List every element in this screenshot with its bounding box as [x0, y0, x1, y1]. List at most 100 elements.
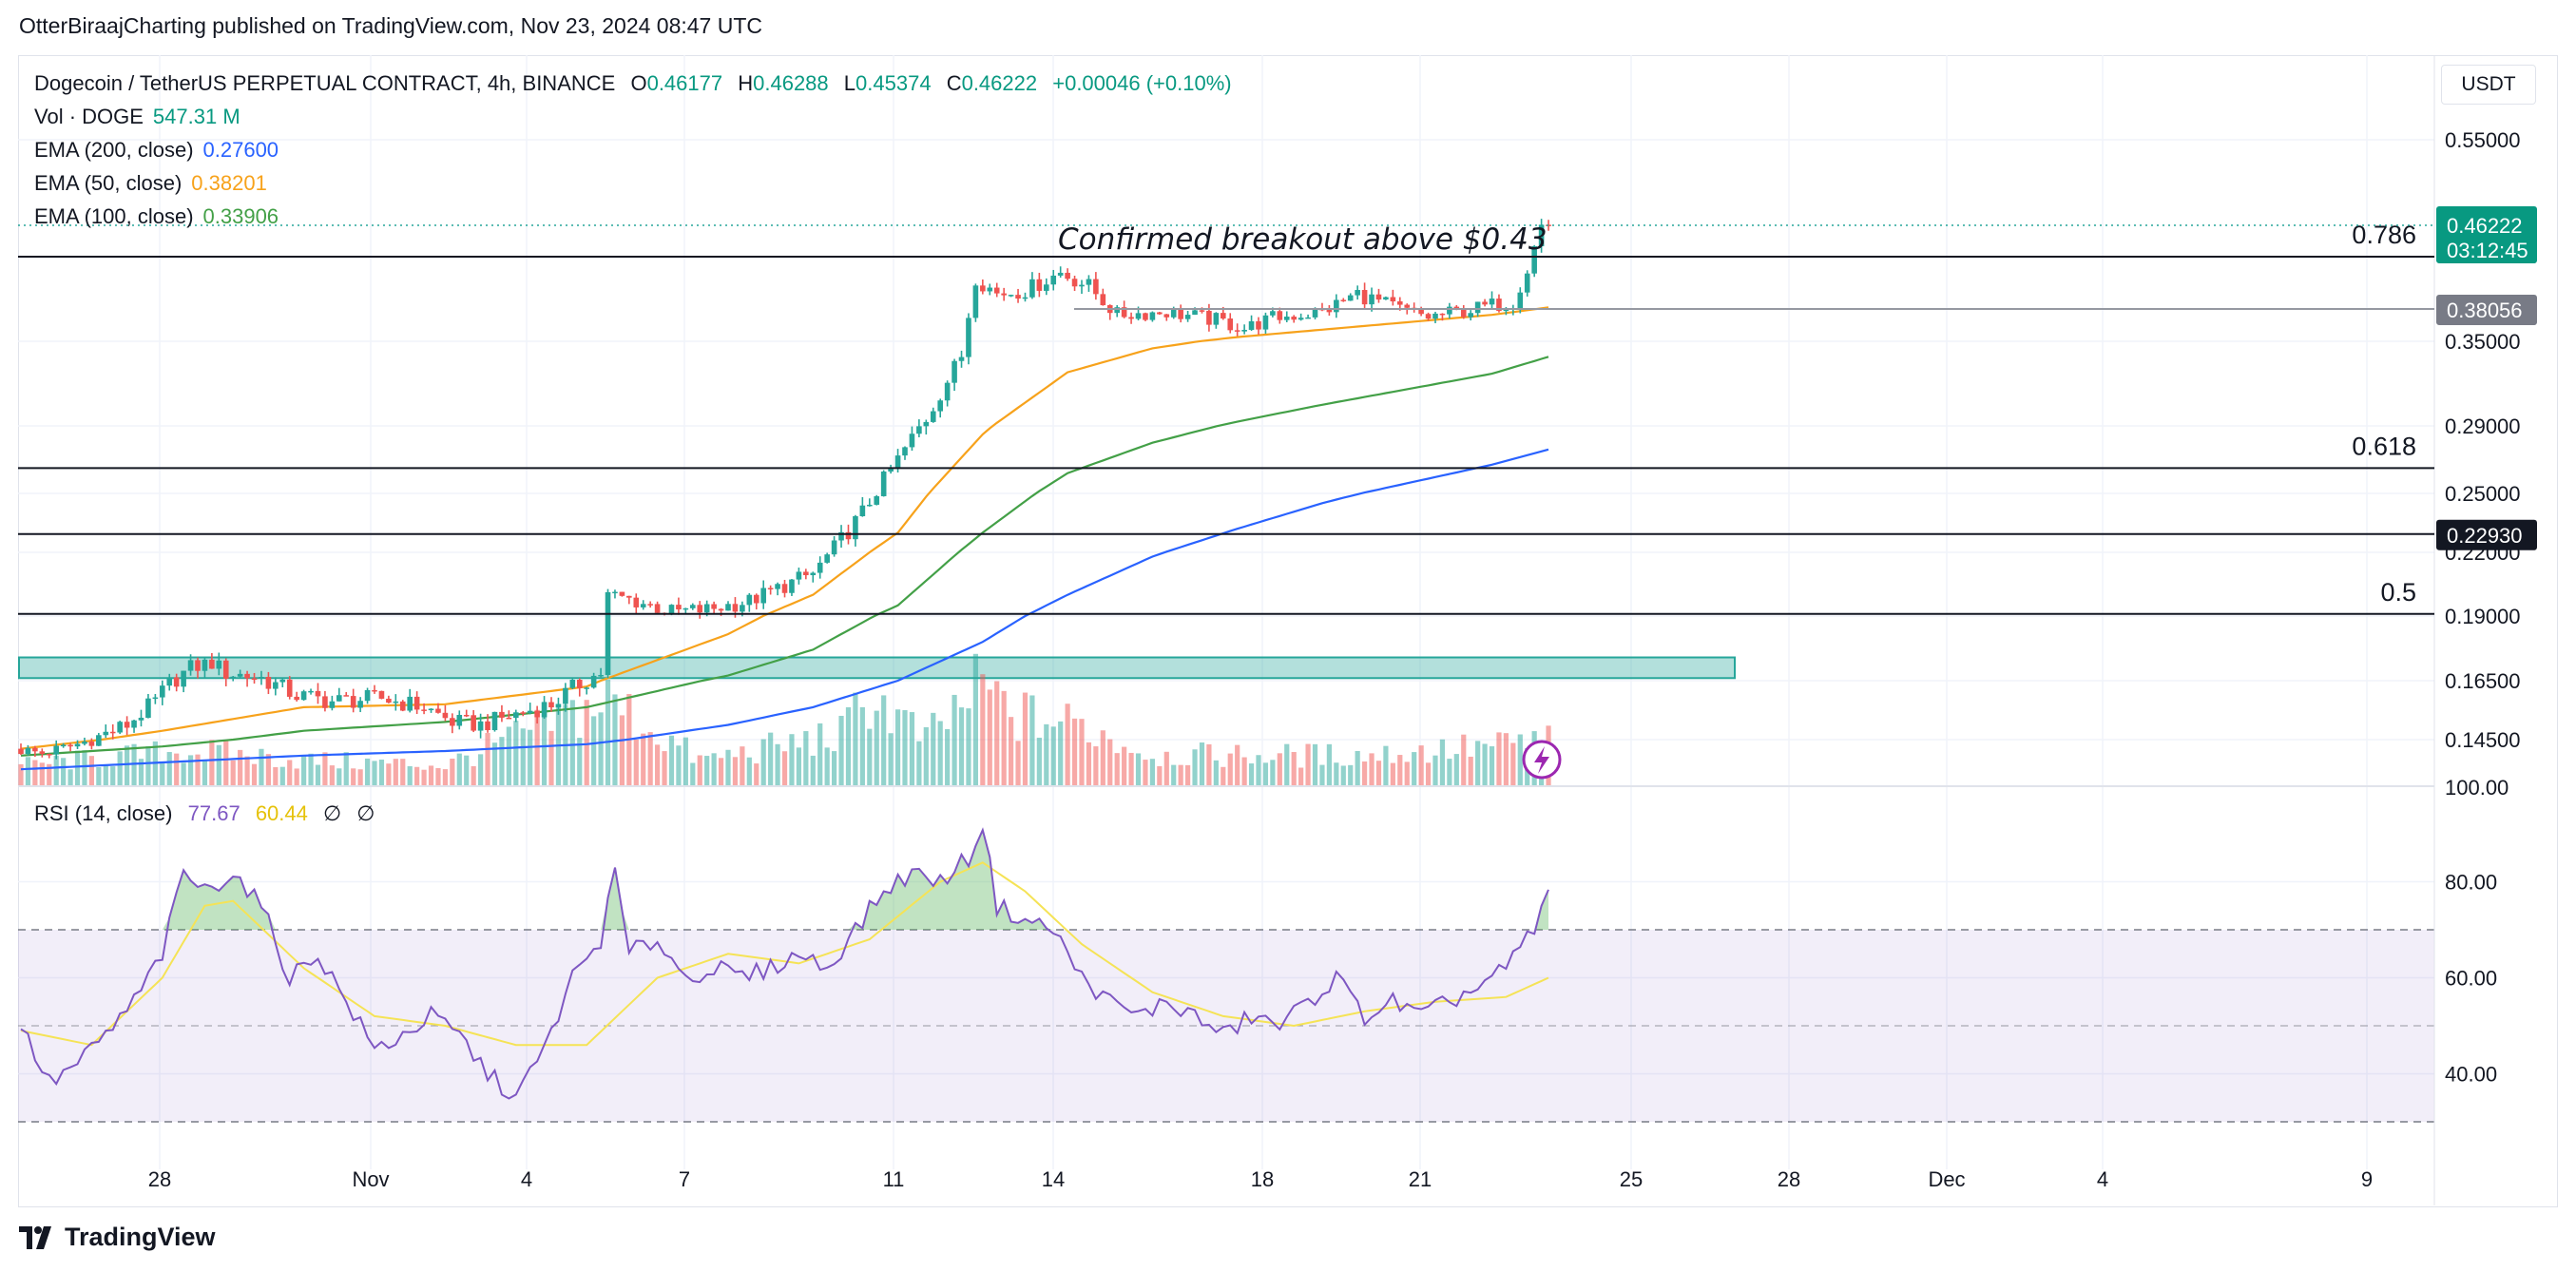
candle — [499, 711, 505, 718]
volume-bar — [308, 753, 314, 785]
candle — [1015, 295, 1021, 299]
volume-bar — [789, 734, 795, 785]
rsi-extra-2: ∅ — [356, 801, 375, 825]
volume-bar — [138, 759, 144, 785]
volume-bar — [428, 765, 434, 785]
ema200-label[interactable]: EMA (200, close) — [34, 138, 194, 162]
volume-bar — [32, 760, 38, 785]
volume-bar — [732, 757, 739, 785]
candle — [732, 604, 739, 612]
rsi-legend: RSI (14, close) 77.67 60.44 ∅ ∅ — [34, 801, 375, 826]
volume-bar — [96, 767, 102, 785]
ema200-value: 0.27600 — [202, 138, 279, 162]
tradingview-logo[interactable]: TradingView — [19, 1223, 216, 1252]
volume-bar — [343, 752, 349, 785]
candle — [1221, 313, 1226, 319]
volume-bar — [810, 755, 816, 785]
candle — [1270, 311, 1276, 316]
x-tick-label: 7 — [679, 1167, 690, 1191]
volume-bar — [1482, 743, 1488, 785]
candle — [690, 605, 696, 608]
volume-bar — [711, 753, 717, 785]
volume-bar — [1128, 752, 1134, 785]
volume-bar — [1447, 759, 1452, 785]
candle — [838, 531, 844, 541]
volume-bar — [47, 763, 52, 785]
volume-bar — [1241, 757, 1247, 785]
candle — [1093, 279, 1099, 295]
volume-bar — [251, 763, 258, 785]
ema50-line — [20, 306, 1549, 750]
candle — [718, 608, 724, 611]
candle — [633, 597, 640, 607]
candle — [1008, 295, 1014, 297]
rsi-tick-label: 60.00 — [2445, 967, 2497, 991]
volume-bar — [1199, 742, 1205, 785]
volume-bar — [202, 759, 208, 785]
candle — [817, 562, 823, 573]
symbol-title[interactable]: Dogecoin / TetherUS PERPETUAL CONTRACT, … — [34, 71, 616, 95]
lightning-icon[interactable] — [1522, 740, 1562, 780]
volume-bar — [803, 731, 809, 785]
volume-bar — [435, 767, 441, 785]
candle — [294, 696, 299, 701]
candle — [421, 709, 427, 711]
volume-bar — [916, 741, 922, 785]
rsi-label[interactable]: RSI (14, close) — [34, 801, 173, 825]
currency-button[interactable]: USDT — [2441, 65, 2536, 105]
ema100-label[interactable]: EMA (100, close) — [34, 204, 194, 228]
y-tick-label: 0.35000 — [2445, 330, 2521, 354]
candle — [1524, 273, 1530, 293]
volume-bar — [952, 694, 957, 785]
volume-bar — [725, 749, 731, 785]
volume-bar — [591, 716, 597, 785]
candle — [286, 679, 293, 697]
candle — [682, 607, 689, 610]
level-tag — [2436, 519, 2537, 550]
volume-bar — [117, 751, 123, 785]
volume-bar — [1029, 695, 1035, 785]
volume-bar — [768, 732, 774, 785]
candle — [703, 604, 710, 613]
volume-bar — [697, 755, 702, 785]
volume-bar — [1390, 762, 1395, 785]
volume-bar — [1439, 739, 1446, 785]
ema50-label[interactable]: EMA (50, close) — [34, 171, 183, 195]
candle — [230, 676, 236, 679]
candle — [1546, 224, 1551, 226]
high-value: 0.46288 — [753, 71, 829, 95]
candle — [1369, 294, 1375, 305]
rsi-ma-value: 60.44 — [255, 801, 308, 825]
candle — [767, 588, 774, 589]
volume-label[interactable]: Vol · DOGE — [34, 105, 144, 128]
volume-bar — [364, 758, 371, 785]
candle — [909, 434, 915, 448]
candle — [1065, 272, 1070, 279]
candle — [1474, 301, 1481, 314]
volume-bar — [1227, 753, 1233, 785]
candle — [428, 708, 434, 711]
level-value: 0.38056 — [2447, 299, 2523, 322]
x-tick-label: 28 — [1778, 1167, 1800, 1191]
volume-bar — [491, 742, 498, 785]
volume-bar — [994, 681, 1000, 785]
volume-bar — [668, 735, 675, 785]
candle — [1347, 295, 1354, 301]
volume-bar — [238, 749, 243, 785]
volume-bar — [888, 733, 894, 785]
candle — [145, 698, 151, 719]
volume-bar — [456, 753, 462, 785]
candle — [491, 711, 498, 731]
candle — [647, 604, 653, 606]
volume-bar — [301, 756, 307, 785]
volume-bar — [1489, 746, 1495, 785]
candle — [1425, 314, 1432, 319]
candle — [279, 679, 286, 683]
volume-bar — [1050, 726, 1056, 785]
volume-bar — [1206, 743, 1212, 785]
candle — [1163, 314, 1170, 318]
candle — [888, 468, 894, 472]
candle — [1460, 308, 1467, 318]
candle — [668, 605, 675, 614]
